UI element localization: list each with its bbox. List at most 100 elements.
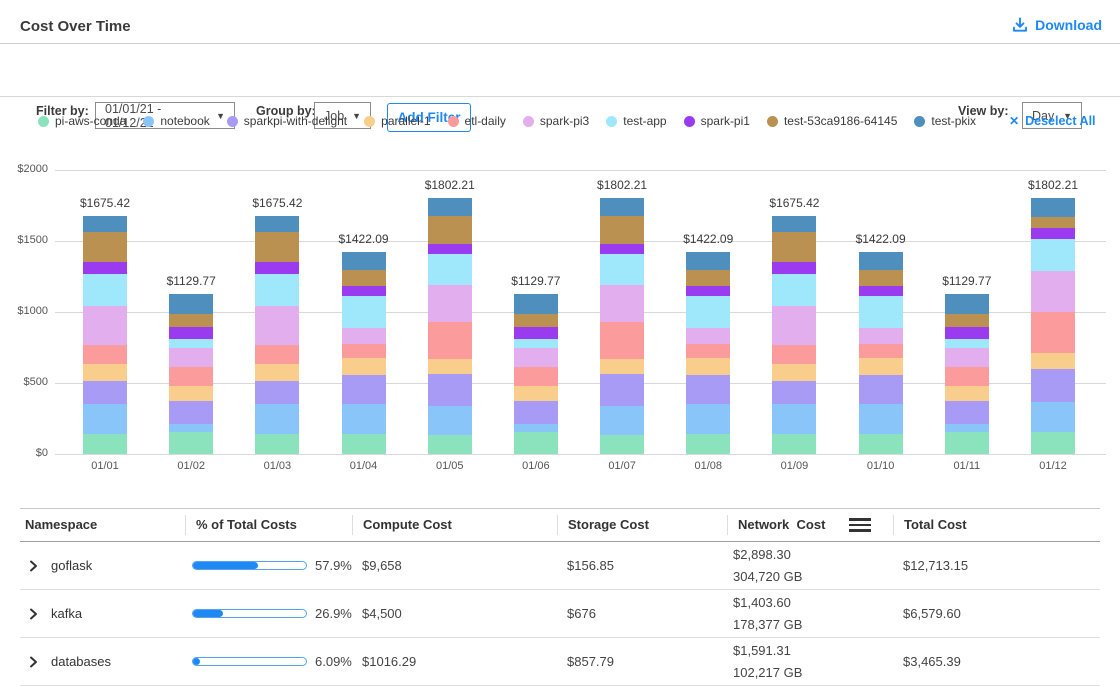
bar-segment-etl-daily[interactable] (169, 367, 213, 385)
column-header--of-total-costs[interactable]: % of Total Costs (185, 515, 352, 535)
bar-segment-test-pkix[interactable] (1031, 198, 1075, 217)
expand-namespace-goflask[interactable]: goflask (20, 558, 185, 573)
bar-segment-test-pkix[interactable] (945, 294, 989, 314)
bar-segment-spark-pi1[interactable] (514, 327, 558, 338)
bar-segment-spark-pi1[interactable] (600, 244, 644, 254)
bar-segment-parallel-1[interactable] (1031, 353, 1075, 369)
bar-segment-parallel-1[interactable] (514, 386, 558, 402)
bar-segment-pi-aws-conda[interactable] (600, 435, 644, 454)
bar-segment-spark-pi1[interactable] (772, 262, 816, 273)
bar-segment-spark-pi3[interactable] (255, 306, 299, 346)
bar-segment-notebook[interactable] (169, 424, 213, 432)
bar-segment-notebook[interactable] (945, 424, 989, 432)
bar-segment-spark-pi3[interactable] (169, 348, 213, 367)
bar-segment-spark-pi1[interactable] (255, 262, 299, 273)
bar-segment-test-app[interactable] (255, 274, 299, 306)
bar-segment-pi-aws-conda[interactable] (169, 432, 213, 454)
bar-segment-sparkpi-with-delight[interactable] (428, 374, 472, 406)
bar-segment-pi-aws-conda[interactable] (83, 434, 127, 454)
expand-namespace-databases[interactable]: databases (20, 654, 185, 669)
bar-segment-spark-pi3[interactable] (1031, 271, 1075, 311)
column-header-storage-cost[interactable]: Storage Cost (557, 515, 727, 535)
bar-segment-sparkpi-with-delight[interactable] (772, 381, 816, 404)
bar-segment-parallel-1[interactable] (772, 364, 816, 381)
bar-segment-spark-pi3[interactable] (772, 306, 816, 346)
bar-segment-test-pkix[interactable] (772, 216, 816, 232)
bar-segment-spark-pi1[interactable] (169, 327, 213, 338)
bar-segment-test-pkix[interactable] (686, 252, 730, 270)
bar-segment-sparkpi-with-delight[interactable] (600, 374, 644, 406)
bar-segment-sparkpi-with-delight[interactable] (83, 381, 127, 404)
bar-segment-notebook[interactable] (428, 406, 472, 435)
bar-segment-test-pkix[interactable] (342, 252, 386, 270)
bar-segment-test-53ca9186-64145[interactable] (83, 232, 127, 262)
bar-segment-spark-pi1[interactable] (83, 262, 127, 273)
column-header-total-cost[interactable]: Total Cost (893, 515, 1100, 535)
bar-segment-notebook[interactable] (514, 424, 558, 432)
bar-segment-test-app[interactable] (169, 339, 213, 348)
bar-segment-test-53ca9186-64145[interactable] (1031, 217, 1075, 228)
legend-item-etl-daily[interactable]: etl-daily (448, 114, 506, 128)
bar-segment-test-app[interactable] (514, 339, 558, 348)
bar-segment-notebook[interactable] (342, 404, 386, 434)
bar-segment-parallel-1[interactable] (600, 359, 644, 374)
bar-segment-spark-pi1[interactable] (1031, 228, 1075, 240)
bar-segment-spark-pi3[interactable] (600, 285, 644, 323)
bar-segment-test-53ca9186-64145[interactable] (945, 314, 989, 327)
download-button[interactable]: Download (1012, 17, 1102, 33)
bar-segment-test-53ca9186-64145[interactable] (686, 270, 730, 285)
bar-segment-sparkpi-with-delight[interactable] (342, 375, 386, 404)
bar-segment-test-pkix[interactable] (600, 198, 644, 216)
bar-segment-etl-daily[interactable] (514, 367, 558, 385)
bar-segment-parallel-1[interactable] (342, 358, 386, 375)
column-header-network-cost[interactable]: Network Cost (727, 515, 893, 535)
bar-segment-test-app[interactable] (1031, 239, 1075, 271)
bar-segment-pi-aws-conda[interactable] (1031, 432, 1075, 454)
bar-segment-test-53ca9186-64145[interactable] (255, 232, 299, 262)
bar-segment-pi-aws-conda[interactable] (772, 434, 816, 454)
bar-segment-spark-pi3[interactable] (83, 306, 127, 346)
bar-segment-parallel-1[interactable] (428, 359, 472, 374)
bar-segment-test-app[interactable] (859, 296, 903, 328)
legend-item-pi-aws-conda[interactable]: pi-aws-conda (38, 114, 126, 128)
bar-segment-notebook[interactable] (255, 404, 299, 434)
bar-segment-test-app[interactable] (945, 339, 989, 348)
bar-segment-parallel-1[interactable] (945, 386, 989, 402)
bar-segment-test-53ca9186-64145[interactable] (428, 216, 472, 244)
bar-segment-etl-daily[interactable] (342, 344, 386, 358)
bar-segment-pi-aws-conda[interactable] (428, 435, 472, 454)
bar-segment-test-53ca9186-64145[interactable] (342, 270, 386, 285)
bar-segment-spark-pi1[interactable] (342, 286, 386, 296)
bar-segment-etl-daily[interactable] (83, 345, 127, 364)
bar-segment-spark-pi1[interactable] (859, 286, 903, 296)
bar-segment-pi-aws-conda[interactable] (255, 434, 299, 454)
bar-segment-notebook[interactable] (686, 404, 730, 434)
column-header-compute-cost[interactable]: Compute Cost (352, 515, 557, 535)
bar-segment-etl-daily[interactable] (945, 367, 989, 385)
bar-segment-test-pkix[interactable] (255, 216, 299, 232)
legend-item-test-app[interactable]: test-app (606, 114, 666, 128)
bar-segment-notebook[interactable] (859, 404, 903, 434)
bar-segment-spark-pi3[interactable] (428, 285, 472, 323)
bar-segment-parallel-1[interactable] (859, 358, 903, 375)
bar-segment-test-pkix[interactable] (859, 252, 903, 270)
bar-segment-spark-pi1[interactable] (428, 244, 472, 254)
legend-item-parallel-1[interactable]: parallel-1 (364, 114, 430, 128)
bar-segment-sparkpi-with-delight[interactable] (686, 375, 730, 404)
bar-segment-test-pkix[interactable] (514, 294, 558, 314)
bar-segment-notebook[interactable] (83, 404, 127, 434)
bar-segment-pi-aws-conda[interactable] (859, 434, 903, 454)
bar-segment-sparkpi-with-delight[interactable] (945, 401, 989, 423)
bar-segment-etl-daily[interactable] (686, 344, 730, 358)
bar-segment-pi-aws-conda[interactable] (686, 434, 730, 454)
bar-segment-etl-daily[interactable] (255, 345, 299, 364)
bar-segment-test-pkix[interactable] (83, 216, 127, 232)
bar-segment-test-app[interactable] (686, 296, 730, 328)
bar-segment-pi-aws-conda[interactable] (945, 432, 989, 454)
bar-segment-test-app[interactable] (83, 274, 127, 306)
bar-segment-test-53ca9186-64145[interactable] (772, 232, 816, 262)
bar-segment-spark-pi3[interactable] (945, 348, 989, 367)
bar-segment-test-53ca9186-64145[interactable] (600, 216, 644, 244)
bar-segment-test-53ca9186-64145[interactable] (859, 270, 903, 285)
legend-item-sparkpi-with-delight[interactable]: sparkpi-with-delight (227, 114, 347, 128)
